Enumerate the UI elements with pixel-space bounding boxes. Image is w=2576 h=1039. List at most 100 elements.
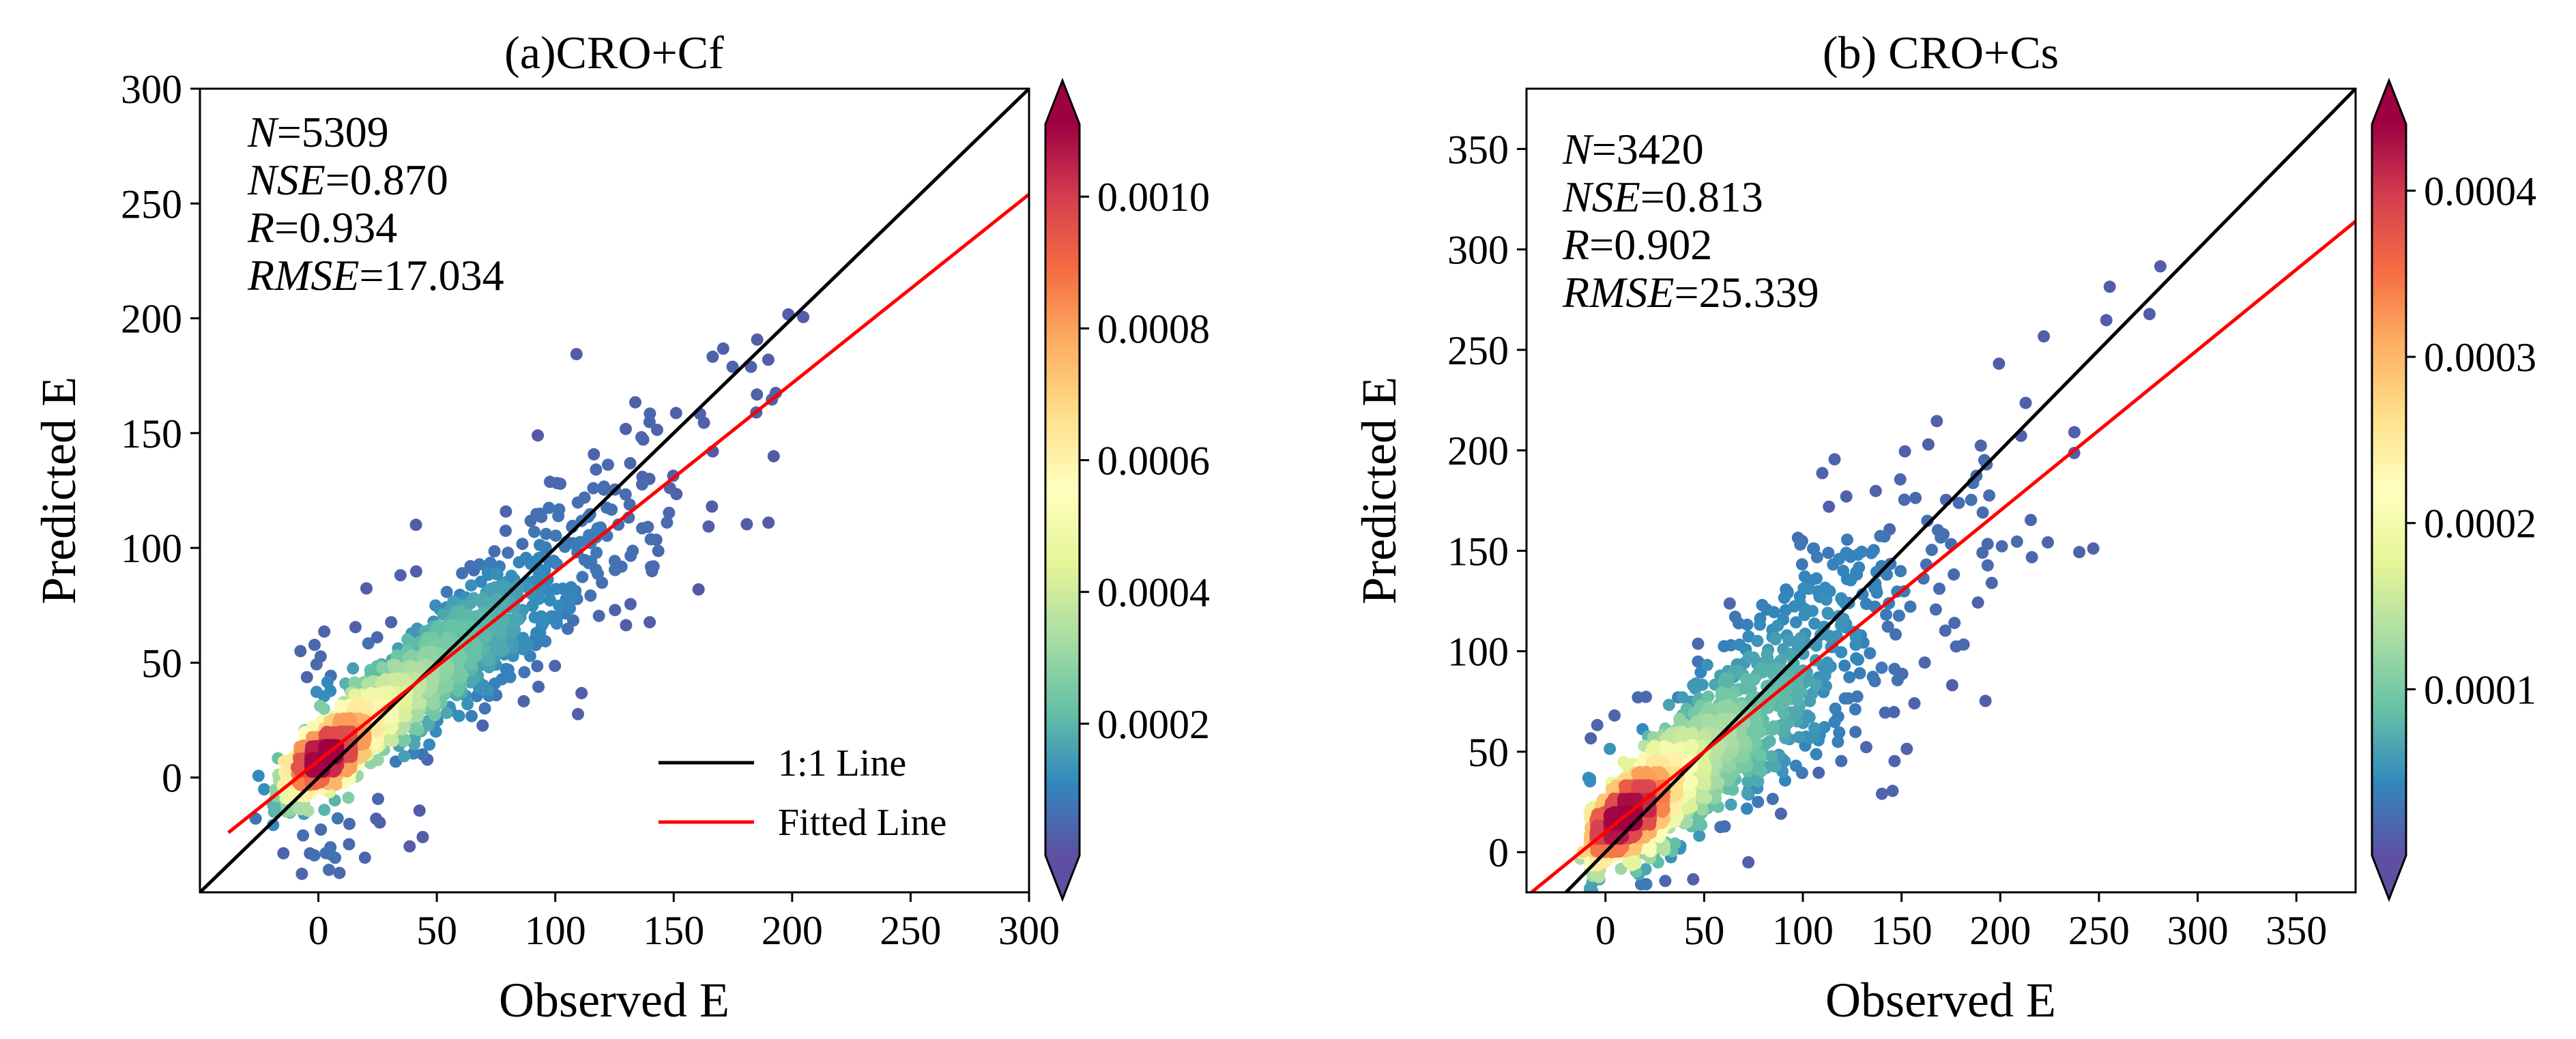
scatter-point: [624, 457, 637, 469]
scatter-point: [258, 783, 271, 795]
scatter-point: [1880, 608, 1892, 621]
scatter-point: [1828, 716, 1841, 729]
scatter-point: [252, 770, 265, 782]
scatter-point: [1853, 561, 1866, 574]
scatter-point: [409, 518, 422, 531]
scatter-point: [343, 817, 356, 830]
scatter-point: [405, 660, 417, 673]
scatter-point: [358, 851, 371, 864]
scatter-point: [362, 637, 375, 650]
x-tick-label: 150: [643, 908, 704, 953]
scatter-point: [1879, 706, 1892, 719]
scatter-point: [767, 450, 780, 463]
scatter-point: [2103, 280, 2116, 293]
scatter-point: [1918, 656, 1931, 669]
scatter-point: [602, 458, 614, 471]
scatter-point: [590, 546, 603, 559]
scatter-point: [1865, 546, 1878, 559]
panel-b-points: [1574, 260, 2167, 892]
scatter-point: [1797, 582, 1810, 595]
scatter-point: [1810, 551, 1823, 564]
scatter-point: [643, 415, 656, 428]
scatter-point: [370, 735, 383, 748]
panel-a-colorbar-bottom-arrow: [1045, 855, 1080, 899]
scatter-point: [409, 565, 422, 578]
scatter-point: [1859, 598, 1872, 611]
panel-a-stats-box: N=5309 NSE=0.870 R=0.934 RMSE=17.034: [247, 108, 504, 299]
scatter-point: [372, 793, 384, 806]
scatter-point: [1979, 694, 1992, 707]
scatter-point: [1887, 705, 1900, 718]
scatter-point: [1584, 775, 1597, 788]
scatter-point: [740, 518, 753, 531]
colorbar-tick-label: 0.0010: [1097, 175, 1210, 220]
scatter-point: [1701, 658, 1713, 671]
scatter-point: [572, 707, 584, 720]
scatter-point: [542, 501, 555, 514]
scatter-point: [1844, 551, 1857, 564]
scatter-point: [1782, 634, 1795, 647]
scatter-point: [762, 353, 775, 366]
scatter-point: [1808, 617, 1821, 630]
scatter-point: [1829, 702, 1842, 715]
scatter-point: [502, 546, 515, 559]
scatter-point: [321, 675, 334, 688]
scatter-point: [532, 429, 545, 442]
scatter-point: [413, 804, 426, 817]
scatter-point: [516, 538, 529, 551]
scatter-point: [523, 583, 536, 596]
scatter-point: [1859, 741, 1872, 754]
scatter-point: [534, 538, 546, 551]
scatter-point: [1809, 678, 1822, 691]
scatter-point: [315, 823, 328, 836]
scatter-point: [418, 646, 431, 659]
scatter-point: [360, 582, 373, 595]
scatter-point: [1971, 596, 1984, 609]
scatter-point: [1935, 531, 1948, 544]
scatter-point: [629, 396, 641, 409]
scatter-point: [1886, 785, 1899, 797]
scatter-point: [1908, 697, 1921, 709]
y-tick-label: 250: [121, 181, 182, 226]
scatter-point: [1948, 617, 1961, 630]
scatter-point: [1821, 606, 1834, 619]
scatter-point: [267, 819, 280, 832]
scatter-point: [277, 847, 290, 860]
scatter-point: [473, 558, 486, 571]
x-tick-label: 250: [880, 908, 941, 953]
scatter-point: [1894, 565, 1907, 578]
scatter-point: [317, 703, 330, 715]
scatter-point: [1864, 647, 1877, 660]
scatter-point: [1754, 618, 1766, 631]
scatter-point: [1828, 453, 1841, 466]
scatter-point: [297, 829, 310, 842]
colorbar-tick-label: 0.0004: [1097, 570, 1210, 615]
scatter-point: [447, 595, 460, 608]
scatter-point: [1583, 882, 1596, 892]
scatter-point: [553, 599, 566, 612]
scatter-point: [1869, 484, 1882, 497]
y-tick-label: 200: [121, 297, 182, 342]
scatter-point: [342, 791, 355, 804]
scatter-point: [1756, 662, 1769, 675]
scatter-point: [277, 755, 290, 768]
scatter-point: [1976, 546, 1989, 559]
scatter-point: [1983, 489, 1996, 502]
scatter-point: [318, 625, 331, 638]
scatter-point: [1840, 533, 1853, 546]
scatter-point: [323, 864, 335, 876]
panel-a-stat-n-value: 5309: [302, 108, 389, 156]
scatter-point: [1909, 491, 1922, 504]
scatter-point: [411, 694, 424, 707]
scatter-point: [663, 506, 676, 519]
scatter-point: [1842, 692, 1855, 705]
scatter-point: [1840, 490, 1853, 503]
scatter-point: [1798, 609, 1811, 621]
panel-a-stat-r-value: 0.934: [299, 203, 397, 252]
scatter-point: [570, 348, 583, 361]
scatter-point: [1640, 878, 1653, 890]
scatter-point: [1834, 619, 1847, 632]
scatter-point: [2019, 396, 2032, 409]
scatter-point: [1929, 603, 1942, 616]
